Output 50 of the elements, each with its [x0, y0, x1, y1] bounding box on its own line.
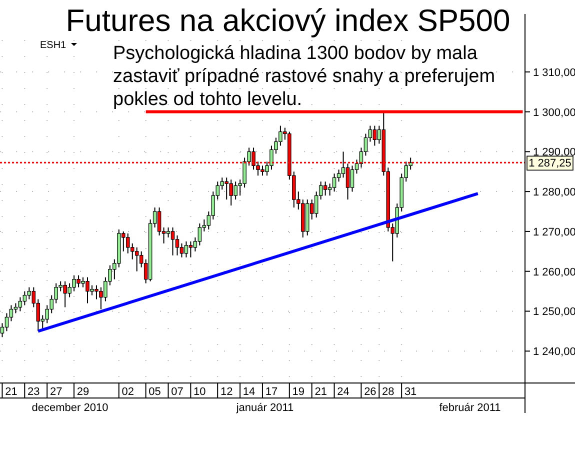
text: december 2010 [32, 402, 108, 414]
candlestick [18, 296, 22, 312]
y-tick-label: 1 250,00 [533, 306, 575, 318]
x-tick-label: 05 [148, 386, 161, 398]
x-tick-label: 26 [364, 386, 376, 398]
y-tick-label: 1 300,00 [533, 106, 575, 119]
candlestick [22, 290, 27, 306]
x-tick-label: 29 [76, 386, 90, 398]
candlestick [184, 240, 188, 258]
chart-title: Futures na akciový index SP500 [66, 3, 510, 38]
y-tick-label: 1 260,00 [533, 266, 575, 278]
x-tick-label: 28 [382, 386, 394, 398]
candlestick [134, 246, 139, 272]
candlestick [4, 312, 9, 332]
x-tick-label: 17 [265, 386, 278, 398]
x-tick-label: 07 [171, 386, 184, 398]
x-tick-label: 21 [314, 386, 327, 398]
y-tick-label: 1 240,00 [533, 346, 575, 358]
x-tick-label: 27 [50, 386, 62, 398]
x-tick-label: 10 [194, 386, 206, 398]
y-tick-label: 1 290,00 [533, 146, 575, 159]
y-tick-label: 1 270,00 [533, 226, 575, 238]
candlestick [188, 240, 193, 258]
x-tick-label: 24 [337, 386, 350, 398]
candlestick [372, 125, 377, 146]
text: február 2011 [439, 402, 501, 414]
x-tick-label: 19 [292, 386, 305, 398]
candlestick [198, 222, 202, 246]
x-tick-label: 31 [404, 386, 417, 398]
y-tick-label: 1 280,00 [533, 186, 575, 199]
candlestick [323, 181, 328, 196]
y-tick-label: 1 310,00 [533, 66, 575, 79]
ref-line-label: 1 287,25 [528, 158, 572, 170]
x-tick-label: 23 [28, 386, 40, 398]
x-tick-label: 12 [220, 386, 233, 398]
x-tick-label: 02 [122, 386, 134, 398]
text: január 2011 [235, 402, 294, 414]
candlestick [350, 165, 354, 192]
candlestick [180, 242, 184, 258]
candlestick [14, 302, 18, 314]
candlestick [157, 207, 162, 236]
candlestick [170, 226, 175, 256]
annotation: ESH1 [40, 40, 67, 51]
candlestick [332, 173, 336, 192]
candlestick [175, 234, 180, 256]
x-tick-label: 21 [5, 386, 18, 398]
annotation: Psychologická hladina 1300 bodov by mala zastaviť prípadné rastové snahy a preferujem pokles od tohto levelu. [113, 43, 496, 110]
candlestick [166, 226, 170, 238]
x-tick-label: 14 [242, 386, 256, 398]
candlestick [27, 286, 32, 300]
